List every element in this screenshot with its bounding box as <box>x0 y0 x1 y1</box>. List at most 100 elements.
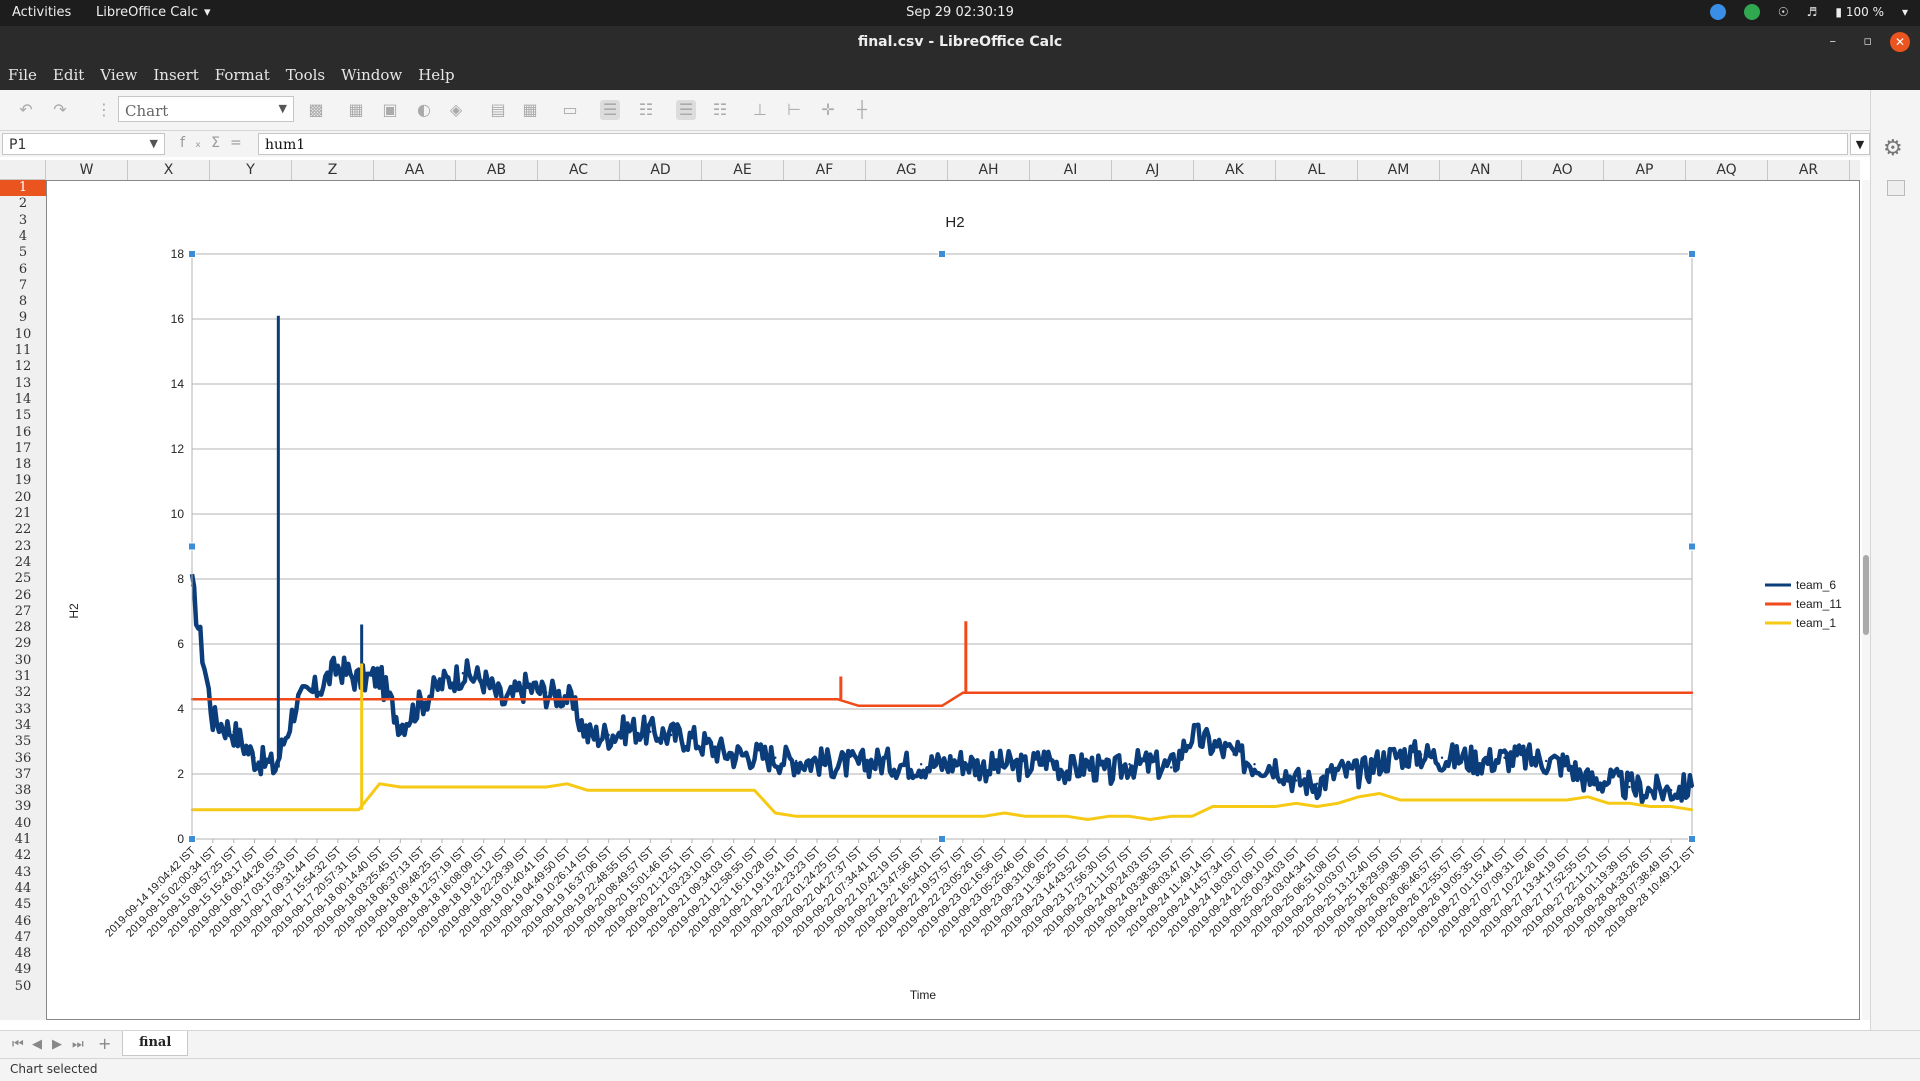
data-point-team_11[interactable] <box>419 698 423 701</box>
data-point-team_6[interactable] <box>1211 743 1215 746</box>
data-point-team_1[interactable] <box>1044 815 1048 818</box>
data-table-icon[interactable]: ▤ <box>490 100 506 119</box>
data-point-team_1[interactable] <box>711 789 715 792</box>
data-point-team_1[interactable] <box>253 808 256 811</box>
data-point-team_11[interactable] <box>1044 691 1048 694</box>
data-point-team_6[interactable] <box>1294 779 1298 782</box>
data-point-team_11[interactable] <box>336 698 340 701</box>
data-point-team_6[interactable] <box>857 763 860 766</box>
row-header-46[interactable]: 46 <box>14 913 32 929</box>
chart-series[interactable] <box>189 315 1695 821</box>
data-point-team_6[interactable] <box>1357 772 1360 776</box>
data-point-team_1[interactable] <box>1461 798 1465 802</box>
chart-legend[interactable]: team_6 team_11 team_1 <box>1765 578 1842 630</box>
data-point-team_1[interactable] <box>857 815 860 818</box>
data-point-team_1[interactable] <box>482 785 485 789</box>
data-point-team_1[interactable] <box>607 789 610 792</box>
data-point-team_1[interactable] <box>461 785 465 789</box>
data-point-team_1[interactable] <box>1482 798 1485 802</box>
data-point-team_6[interactable] <box>1024 766 1027 769</box>
app-menu[interactable]: LibreOffice Calc ▾ <box>96 5 211 20</box>
data-point-team_6[interactable] <box>1128 763 1131 766</box>
data-point-team_11[interactable] <box>899 704 902 707</box>
row-header-9[interactable]: 9 <box>18 310 28 326</box>
data-point-team_11[interactable] <box>774 698 777 701</box>
data-point-team_1[interactable] <box>440 785 444 789</box>
data-point-team_6[interactable] <box>544 691 548 694</box>
volume-icon[interactable]: ♬ <box>1806 5 1818 19</box>
data-point-team_6[interactable] <box>1169 766 1173 769</box>
data-point-team_1[interactable] <box>1274 805 1277 808</box>
data-point-team_6[interactable] <box>1378 759 1381 763</box>
data-point-team_11[interactable] <box>1524 691 1527 694</box>
data-point-team_11[interactable] <box>961 691 965 694</box>
row-header-39[interactable]: 39 <box>14 799 32 815</box>
data-point-team_6[interactable] <box>274 766 277 769</box>
data-point-team_11[interactable] <box>503 698 506 701</box>
data-point-team_11[interactable] <box>565 698 569 701</box>
data-point-team_6[interactable] <box>1399 753 1402 756</box>
data-point-team_11[interactable] <box>378 698 381 701</box>
data-point-team_11[interactable] <box>1586 691 1590 694</box>
data-point-team_1[interactable] <box>1440 798 1444 802</box>
data-point-team_6[interactable] <box>315 688 319 691</box>
first-sheet-icon[interactable]: ⏮ <box>12 1037 24 1052</box>
data-point-team_1[interactable] <box>878 815 881 818</box>
column-header-ai[interactable]: AI <box>1030 160 1112 180</box>
data-point-team_11[interactable] <box>1336 691 1340 694</box>
data-point-team_6[interactable] <box>1649 789 1652 792</box>
x-axis-title[interactable]: Time <box>910 988 937 1002</box>
row-header-27[interactable]: 27 <box>14 603 32 619</box>
data-point-team_11[interactable] <box>1607 691 1610 694</box>
data-point-team_11[interactable] <box>982 691 985 694</box>
row-header-33[interactable]: 33 <box>14 701 32 717</box>
data-point-team_11[interactable] <box>315 698 319 701</box>
data-point-team_6[interactable] <box>1628 785 1631 789</box>
row-header-16[interactable]: 16 <box>14 424 32 440</box>
data-point-team_11[interactable] <box>1107 691 1110 694</box>
close-icon[interactable]: ✕ <box>1890 32 1910 52</box>
data-point-team_11[interactable] <box>628 698 631 701</box>
data-point-team_1[interactable] <box>690 789 694 792</box>
data-point-team_1[interactable] <box>419 785 423 789</box>
data-point-team_6[interactable] <box>1149 763 1152 766</box>
data-point-team_1[interactable] <box>919 815 923 818</box>
data-point-team_6[interactable] <box>1419 753 1423 756</box>
data-point-team_11[interactable] <box>544 698 548 701</box>
data-point-team_6[interactable] <box>1544 759 1548 763</box>
data-point-team_11[interactable] <box>1544 691 1548 694</box>
row-header-37[interactable]: 37 <box>14 766 32 782</box>
data-point-team_11[interactable] <box>690 698 694 701</box>
data-point-team_6[interactable] <box>586 733 590 737</box>
data-point-team_6[interactable] <box>1190 733 1194 737</box>
data-point-team_6[interactable] <box>419 701 423 704</box>
menu-edit[interactable]: Edit <box>52 66 85 84</box>
resize-handle[interactable] <box>938 250 946 258</box>
row-header-29[interactable]: 29 <box>14 636 32 652</box>
data-point-team_6[interactable] <box>753 753 756 756</box>
data-point-team_11[interactable] <box>1003 691 1006 694</box>
column-header-ah[interactable]: AH <box>948 160 1030 180</box>
data-point-team_1[interactable] <box>586 789 590 792</box>
data-point-team_11[interactable] <box>461 698 465 701</box>
resize-handle[interactable] <box>188 542 196 551</box>
data-point-team_11[interactable] <box>1211 691 1215 694</box>
column-header-ao[interactable]: AO <box>1522 160 1604 180</box>
data-point-team_6[interactable] <box>461 672 465 675</box>
data-point-team_11[interactable] <box>211 698 215 701</box>
data-point-team_11[interactable] <box>1065 691 1069 694</box>
data-point-team_6[interactable] <box>1044 756 1048 759</box>
column-header-x[interactable]: X <box>128 160 210 180</box>
menu-view[interactable]: View <box>100 66 138 84</box>
data-point-team_6[interactable] <box>1440 756 1444 759</box>
name-box[interactable]: P1 ▼ <box>2 133 165 155</box>
data-point-team_1[interactable] <box>1399 798 1402 802</box>
menu-tools[interactable]: Tools <box>285 66 326 84</box>
column-header-aq[interactable]: AQ <box>1686 160 1768 180</box>
row-header-43[interactable]: 43 <box>14 864 32 880</box>
data-point-team_11[interactable] <box>253 698 256 701</box>
data-point-team_6[interactable] <box>1336 769 1340 772</box>
data-point-team_1[interactable] <box>274 808 277 811</box>
data-point-team_6[interactable] <box>982 766 985 769</box>
data-point-team_1[interactable] <box>232 808 235 811</box>
